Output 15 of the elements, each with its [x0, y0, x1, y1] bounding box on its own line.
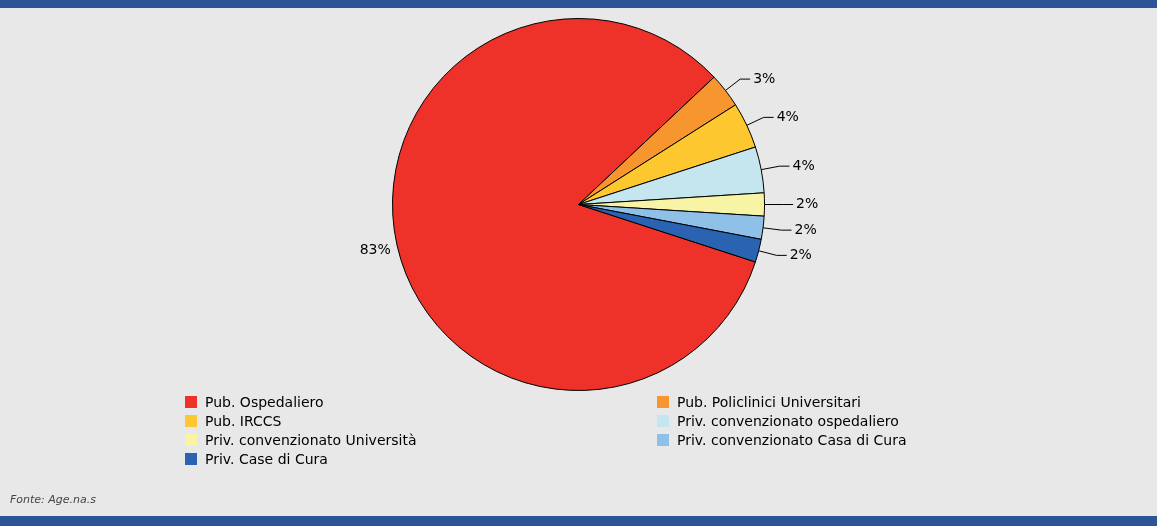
source-note: Fonte: Age.na.s: [10, 493, 97, 506]
data-label: 83%: [359, 240, 391, 257]
data-label: 4%: [776, 108, 799, 125]
legend-label: Priv. convenzionato Casa di Cura: [677, 431, 907, 448]
data-label: 2%: [789, 246, 812, 263]
legend-label: Pub. IRCCS: [205, 412, 282, 429]
legend-label: Priv. convenzionato Università: [205, 431, 417, 448]
data-label: 4%: [792, 156, 815, 173]
legend-label: Pub. Ospedaliero: [205, 393, 324, 410]
data-label: 3%: [753, 69, 776, 86]
data-label: 2%: [796, 195, 819, 212]
legend-label: Priv. convenzionato ospedaliero: [677, 412, 899, 429]
legend-label: Priv. Case di Cura: [205, 450, 328, 467]
legend-label: Pub. Policlinici Universitari: [677, 393, 861, 410]
data-label: 2%: [794, 220, 817, 237]
